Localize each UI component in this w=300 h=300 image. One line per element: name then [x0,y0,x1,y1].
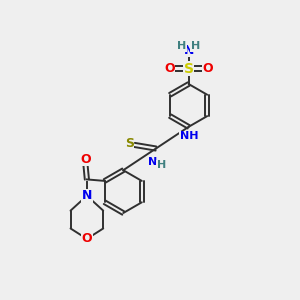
Text: S: S [125,137,134,150]
Text: O: O [164,62,175,75]
Text: NH: NH [180,131,198,141]
Text: H: H [157,160,166,170]
Text: N: N [82,189,92,202]
Text: H: H [190,41,200,51]
Text: N: N [184,44,194,57]
Text: N: N [148,157,157,167]
Text: O: O [202,62,213,75]
Text: H: H [178,41,187,51]
Text: O: O [82,232,92,245]
Text: O: O [80,153,91,166]
Text: S: S [184,61,194,76]
